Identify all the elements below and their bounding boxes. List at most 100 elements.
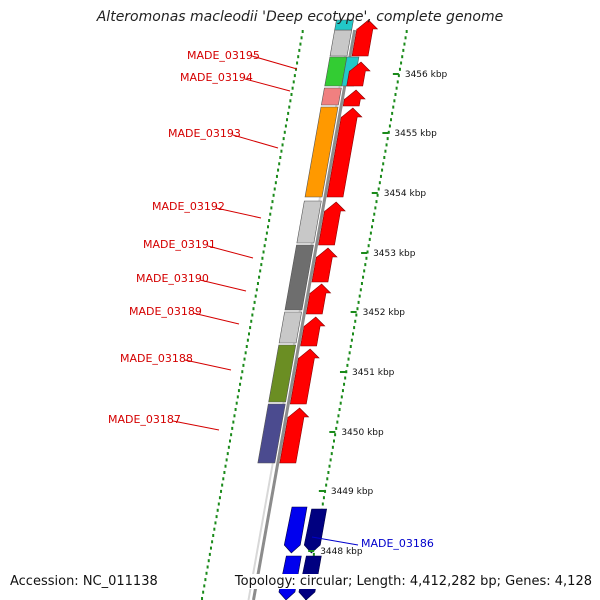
gc-dot-outer — [324, 489, 327, 493]
gene-leader-line — [311, 536, 359, 546]
gc-dot-outer — [382, 162, 385, 166]
gc-dot-inner — [249, 326, 252, 330]
kbp-tick-label: 3452 kbp — [363, 308, 406, 318]
gene-label: MADE_03188 — [120, 352, 193, 365]
gc-dot-inner — [264, 237, 267, 241]
gc-dot-outer — [379, 174, 382, 178]
gene-label-layer: MADE_03195 MADE_03194 MADE_03193 MADE_03192… — [108, 49, 434, 550]
gc-dot-outer — [404, 36, 407, 40]
gc-dot-outer — [339, 401, 342, 405]
gc-dot-outer — [374, 206, 377, 210]
forward-gene-arrow — [342, 89, 366, 107]
gc-dot-inner — [283, 130, 286, 134]
cog-block — [304, 106, 339, 198]
gene-leader-line — [207, 245, 254, 259]
gc-dot-inner — [207, 559, 210, 563]
gc-dot-outer — [390, 118, 393, 122]
cog-block — [296, 200, 322, 244]
gc-dot-outer — [340, 395, 343, 399]
cog-block — [329, 29, 353, 57]
gc-dot-inner — [237, 389, 240, 393]
gc-dot-inner — [300, 36, 303, 40]
cog-block — [284, 244, 314, 311]
gc-dot-outer — [402, 48, 405, 52]
gc-dot-inner — [203, 584, 206, 588]
gc-dot-outer — [383, 156, 386, 159]
gc-dot-inner — [241, 370, 244, 374]
gc-dot-inner — [280, 149, 283, 153]
gc-dot-inner — [258, 275, 261, 279]
cog-block — [334, 19, 354, 31]
gc-dot-inner — [230, 433, 233, 437]
gc-dot-inner — [225, 458, 228, 462]
gc-dot-inner — [253, 300, 256, 304]
gc-dot-inner — [246, 338, 249, 342]
gene-leader-line — [199, 279, 247, 292]
gc-dot-outer — [338, 408, 341, 411]
gc-dot-inner — [270, 206, 273, 210]
forward-gene-arrow — [346, 61, 371, 87]
gc-dot-outer — [356, 307, 359, 311]
gc-dot-outer — [345, 370, 348, 374]
gc-dot-inner — [212, 534, 215, 537]
gc-dot-inner — [291, 86, 294, 90]
gc-dot-outer — [395, 86, 398, 90]
gc-dot-inner — [273, 187, 276, 191]
gc-dot-inner — [222, 477, 225, 481]
gc-dot-inner — [233, 414, 236, 418]
gc-dot-outer — [376, 193, 379, 197]
gc-dot-inner — [284, 124, 287, 128]
gc-dot-inner — [214, 521, 217, 525]
gene-label: MADE_03195 — [187, 49, 260, 62]
gc-dot-outer — [326, 477, 329, 481]
backbone-line — [252, 29, 357, 600]
gc-dot-inner — [251, 313, 254, 317]
gc-dot-outer — [335, 426, 338, 430]
gene-leader-line — [251, 55, 298, 70]
cog-block — [268, 344, 297, 403]
gc-dot-inner — [236, 395, 239, 399]
forward-gene-arrow — [305, 283, 332, 315]
gc-dot-outer — [398, 67, 401, 71]
gc-dot-inner — [267, 225, 270, 229]
kbp-tick-label: 3454 kbp — [384, 189, 427, 199]
gc-dot-outer — [364, 263, 367, 267]
gc-dot-inner — [227, 445, 230, 449]
gc-dot-outer — [322, 496, 325, 500]
gc-dot-inner — [208, 552, 211, 556]
gc-dot-outer — [391, 111, 394, 115]
gc-dot-outer — [343, 382, 346, 386]
reverse-gene-arrow — [303, 508, 328, 554]
gc-dot-outer — [329, 458, 332, 462]
forward-gene-arrow — [279, 407, 310, 464]
gc-dot-inner — [297, 55, 300, 59]
gc-dot-inner — [277, 168, 280, 172]
gc-dot-inner — [299, 42, 302, 46]
forward-gene-arrow — [326, 107, 363, 198]
gc-dot-outer — [396, 80, 399, 84]
gc-dot-inner — [269, 212, 272, 216]
genome-summary-label: Topology: circular; Length: 4,412,282 bp… — [232, 574, 594, 589]
gc-dot-inner — [218, 496, 221, 500]
gc-dot-inner — [292, 80, 295, 84]
gc-dot-inner — [278, 162, 281, 166]
forward-gene-arrow — [351, 19, 379, 57]
accession-label: Accession: NC_011138 — [8, 574, 160, 589]
gc-dot-inner — [206, 565, 209, 569]
gc-dot-outer — [347, 357, 350, 361]
gc-dot-inner — [275, 174, 278, 178]
gc-dot-outer — [349, 345, 352, 348]
gene-label: MADE_03192 — [152, 200, 225, 213]
kbp-tick-label: 3453 kbp — [373, 249, 416, 259]
gc-dot-outer — [336, 420, 339, 424]
gc-dot-inner — [205, 571, 208, 575]
forward-gene-arrow — [289, 348, 320, 405]
gc-dot-outer — [325, 483, 328, 487]
gc-dot-inner — [288, 105, 291, 109]
reverse-gene-arrow — [283, 506, 308, 554]
gc-dot-outer — [344, 376, 347, 380]
gc-dot-inner — [290, 93, 293, 96]
map-title: Alteromonas macleodii 'Deep ecotype', co… — [96, 9, 504, 25]
gc-dot-outer — [405, 30, 408, 33]
